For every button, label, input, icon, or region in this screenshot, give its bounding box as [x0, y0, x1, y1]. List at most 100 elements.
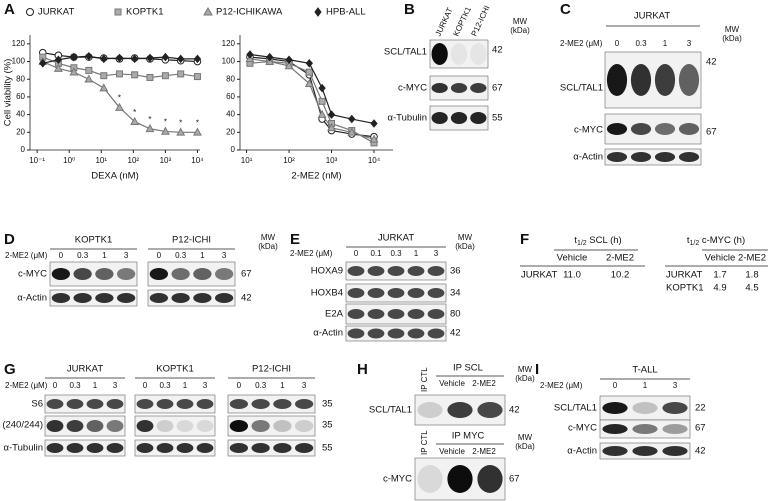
row-label: α-Tubulin	[388, 113, 427, 124]
band	[602, 402, 628, 414]
panel-letter: C	[560, 1, 571, 18]
marker	[99, 83, 109, 92]
dose: 0	[143, 381, 148, 390]
band	[417, 402, 443, 418]
marker	[318, 83, 326, 93]
band	[662, 402, 688, 414]
band	[66, 399, 84, 409]
title-part: t	[574, 235, 577, 246]
column-header: 2-ME2	[738, 253, 766, 264]
y-tick-label: 100	[222, 57, 236, 66]
row-label: α-Tubulin	[4, 443, 43, 454]
band	[347, 266, 365, 276]
band	[86, 420, 104, 432]
table-title: t1/2 SCL (h)	[574, 235, 621, 247]
marker	[146, 73, 154, 81]
band	[387, 288, 405, 298]
row-header: JURKAT	[666, 270, 702, 281]
band	[294, 399, 314, 409]
marker	[369, 134, 379, 143]
band	[149, 268, 169, 280]
mw-label: 55	[492, 113, 503, 124]
legend-marker	[114, 8, 122, 16]
marker	[246, 50, 254, 59]
mw-label: 35	[322, 420, 333, 431]
band	[431, 83, 448, 93]
panel-letter: H	[357, 361, 368, 378]
mw-label: 55	[322, 443, 333, 454]
cell: 4.5	[745, 283, 758, 294]
group-label: JURKAT	[378, 233, 414, 244]
row-label: α-Actin	[573, 152, 603, 163]
title-sub: 1/2	[689, 240, 699, 247]
mw-title: (kDa)	[510, 26, 530, 35]
dose: 1	[93, 381, 98, 390]
dose: 3	[673, 381, 678, 390]
legend-marker	[314, 7, 322, 17]
band	[193, 268, 212, 280]
x-tick-label: 10⁴	[368, 156, 381, 165]
marker	[160, 126, 170, 135]
marker	[305, 68, 313, 76]
band	[106, 399, 124, 409]
dose: 3	[113, 381, 118, 390]
blot	[147, 289, 236, 307]
band	[632, 402, 658, 414]
mw-label: 42	[509, 405, 520, 416]
band	[136, 420, 154, 432]
marker	[370, 119, 378, 128]
group-label: KOPTK1	[75, 235, 113, 246]
band	[367, 266, 385, 276]
blot	[227, 394, 316, 414]
band	[136, 443, 154, 453]
band	[116, 293, 136, 303]
dose: 0	[237, 381, 242, 390]
mw-label: 42	[241, 293, 252, 304]
band	[86, 443, 104, 453]
band	[229, 399, 249, 409]
marker	[193, 54, 202, 64]
mw-label: 67	[492, 83, 503, 94]
band	[387, 309, 405, 319]
band	[196, 399, 214, 409]
series-line	[249, 58, 375, 140]
band	[51, 293, 71, 303]
band	[678, 152, 700, 162]
band	[367, 288, 385, 298]
band	[156, 420, 174, 432]
blot	[227, 439, 316, 457]
band	[654, 64, 676, 96]
marker	[161, 72, 169, 80]
marker	[193, 73, 201, 81]
dose: 3	[434, 249, 439, 258]
band	[606, 123, 628, 135]
panel-letter: D	[4, 231, 15, 248]
band	[367, 328, 385, 339]
band	[431, 43, 448, 65]
band	[606, 152, 628, 162]
x-tick-label: 10²	[283, 156, 295, 165]
band	[662, 424, 688, 434]
band	[196, 443, 214, 453]
marker	[304, 78, 314, 87]
marker	[284, 61, 294, 70]
band	[602, 424, 628, 434]
marker	[115, 102, 124, 111]
marker	[347, 127, 357, 136]
band	[273, 443, 292, 453]
group-label: JURKAT	[67, 364, 103, 375]
blot	[134, 394, 216, 414]
annotation: *	[133, 108, 136, 117]
y-tick-label: 60	[226, 92, 235, 101]
dose: 0.3	[635, 39, 647, 48]
dose: 0	[354, 249, 359, 258]
band	[654, 152, 676, 162]
marker	[69, 67, 79, 76]
band	[387, 328, 405, 339]
row-label: SCL/TAL1	[384, 47, 427, 58]
band	[294, 443, 314, 453]
lane-label: IP CTL	[420, 367, 429, 392]
marker	[115, 53, 124, 63]
marker	[266, 52, 274, 62]
